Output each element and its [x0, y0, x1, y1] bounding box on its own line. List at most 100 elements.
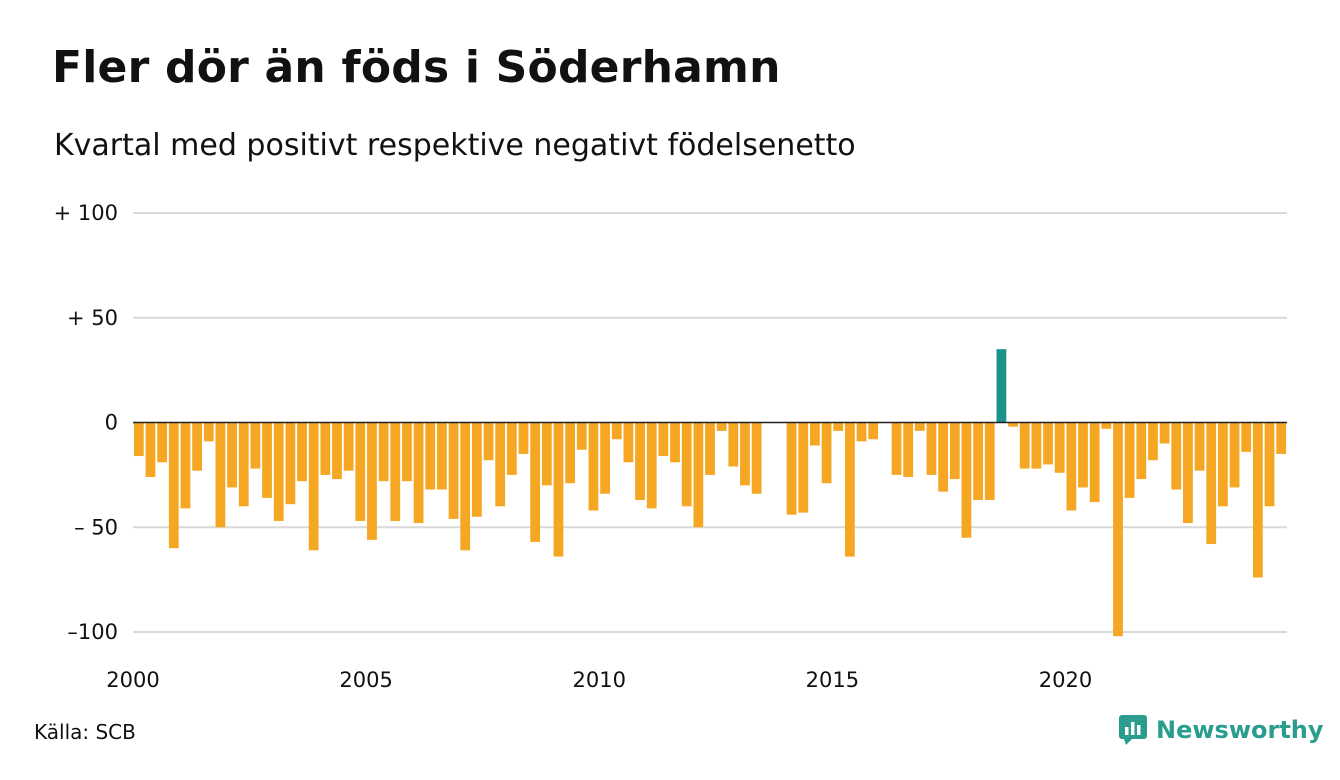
y-tick-label: + 100	[54, 201, 118, 225]
bar	[378, 422, 389, 482]
bar	[693, 422, 704, 528]
bar	[588, 422, 599, 511]
bar	[891, 422, 902, 475]
bar	[1113, 422, 1123, 637]
bar	[227, 422, 237, 488]
bar	[215, 422, 226, 528]
x-tick-label: 2015	[806, 668, 859, 692]
bar	[448, 422, 459, 519]
bar	[600, 422, 610, 494]
bar	[168, 422, 179, 549]
bar	[425, 422, 436, 490]
bar	[681, 422, 692, 507]
bar	[1031, 422, 1042, 469]
bar	[308, 422, 319, 551]
bar	[541, 422, 552, 486]
bar	[1089, 422, 1100, 503]
bar	[273, 422, 284, 521]
bar	[133, 422, 144, 457]
bar	[262, 422, 272, 498]
bar	[1066, 422, 1077, 511]
x-tick-label: 2005	[339, 668, 392, 692]
source-note: Källa: SCB	[34, 720, 136, 744]
bar	[367, 422, 377, 540]
bar	[530, 422, 541, 542]
bar	[145, 422, 156, 477]
bar	[157, 422, 168, 463]
bar	[1043, 422, 1053, 465]
bar	[1159, 422, 1170, 444]
bar	[996, 349, 1007, 423]
bar	[868, 422, 879, 440]
bar	[1008, 422, 1018, 427]
bar	[460, 422, 471, 551]
bar	[402, 422, 412, 482]
bar	[180, 422, 191, 509]
bar	[297, 422, 307, 482]
bar	[1078, 422, 1088, 488]
bars	[133, 349, 1287, 637]
bar	[751, 422, 762, 494]
bar	[250, 422, 261, 469]
bar	[914, 422, 925, 431]
bar	[495, 422, 506, 507]
bar	[623, 422, 634, 463]
y-tick-label: –100	[67, 620, 118, 644]
bar	[1252, 422, 1263, 578]
bar	[1148, 422, 1158, 461]
bar	[903, 422, 914, 477]
bar	[798, 422, 809, 513]
chart-title: Fler dör än föds i Söderhamn	[52, 42, 781, 93]
bar	[856, 422, 867, 442]
y-tick-label: – 50	[74, 515, 118, 539]
x-tick-label: 2000	[106, 668, 159, 692]
bar	[1264, 422, 1275, 507]
bar	[844, 422, 855, 557]
x-axis-ticks: 2000 2005 2010 2015 2020	[106, 668, 1092, 692]
newsworthy-logo-icon	[1119, 715, 1147, 745]
gridlines	[133, 212, 1287, 633]
bar	[938, 422, 949, 492]
bar	[786, 422, 797, 515]
chart-subtitle: Kvartal med positivt respektive negativt…	[54, 128, 856, 163]
bar	[576, 422, 587, 450]
bar	[821, 422, 832, 484]
bar	[355, 422, 366, 521]
bar	[1136, 422, 1147, 480]
bar	[949, 422, 960, 480]
bar	[1183, 422, 1193, 524]
bar	[437, 422, 447, 490]
bar	[203, 422, 214, 442]
y-axis-ticks: + 100 + 50 0 – 50 –100	[54, 201, 118, 644]
bar	[518, 422, 529, 454]
bar	[1124, 422, 1135, 498]
bar	[646, 422, 657, 509]
bar	[553, 422, 564, 557]
bar	[332, 422, 342, 480]
bar	[238, 422, 249, 507]
bar	[984, 422, 995, 501]
x-tick-label: 2020	[1039, 668, 1092, 692]
bar	[810, 422, 820, 446]
bar	[506, 422, 517, 475]
bar	[483, 422, 494, 461]
bar	[471, 422, 482, 517]
bar	[320, 422, 331, 475]
bar	[285, 422, 296, 505]
bar	[1171, 422, 1182, 490]
bar	[1276, 422, 1287, 454]
bar	[1019, 422, 1030, 469]
x-tick-label: 2010	[573, 668, 626, 692]
bar	[973, 422, 983, 501]
bar	[716, 422, 727, 431]
bar	[961, 422, 972, 538]
bar	[1194, 422, 1205, 471]
brand-logo[interactable]: Newsworthy	[1118, 714, 1324, 746]
bar	[611, 422, 622, 440]
bar	[926, 422, 937, 475]
bar	[343, 422, 354, 471]
bar	[192, 422, 203, 471]
bar	[1229, 422, 1240, 488]
bar	[833, 422, 844, 431]
